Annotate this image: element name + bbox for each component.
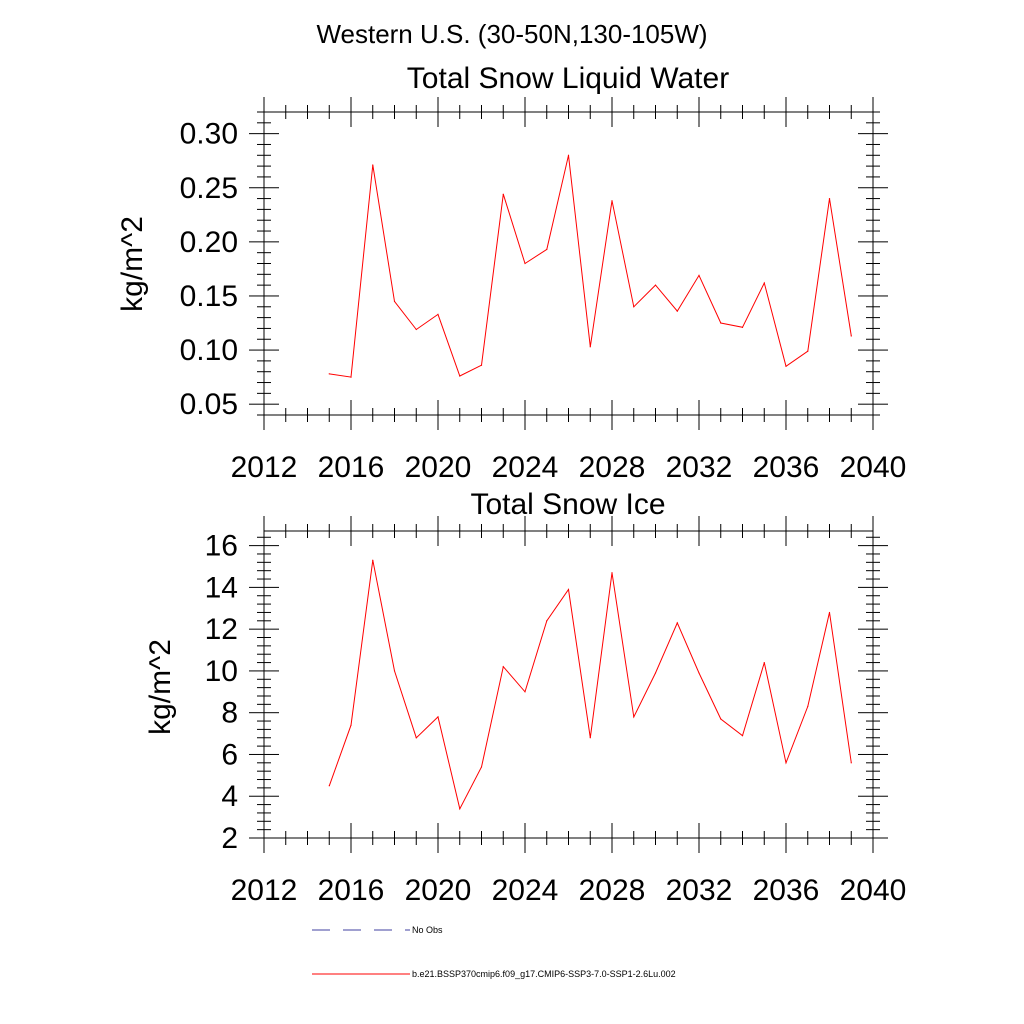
chart-title: Total Snow Ice [470, 488, 665, 521]
x-tick-label: 2012 [231, 874, 298, 907]
y-tick-label: 14 [205, 571, 238, 604]
y-tick-label: 0.05 [180, 388, 238, 421]
data-point [720, 718, 722, 720]
y-tick-label: 0.15 [180, 280, 238, 313]
data-point [807, 350, 809, 352]
data-point [633, 306, 635, 308]
chart-title: Total Snow Liquid Water [407, 62, 729, 95]
x-tick-label: 2040 [840, 874, 907, 907]
chart-liquid-water: Total Snow Liquid Water kg/m^2 2012 2016 2… [116, 62, 906, 484]
data-point [850, 762, 852, 764]
data-point [676, 310, 678, 312]
x-tick-label: 2036 [753, 874, 820, 907]
data-point [393, 670, 396, 672]
x-tick-label: 2032 [666, 451, 733, 484]
data-point [546, 620, 548, 622]
data-point [698, 274, 700, 277]
data-point [524, 262, 526, 265]
x-tick-label: 2020 [405, 451, 472, 484]
y-tick-label: 16 [205, 530, 238, 563]
y-tick-label: 10 [205, 655, 238, 688]
x-tick-label: 2028 [579, 874, 646, 907]
y-tick-label: 0.10 [180, 334, 238, 367]
data-point [589, 737, 591, 739]
y-tick-label: 8 [221, 697, 238, 730]
data-point [502, 666, 504, 668]
data-point [502, 193, 504, 195]
data-point [328, 785, 330, 787]
data-point [567, 154, 570, 156]
data-point [480, 364, 483, 366]
data-point [850, 335, 852, 337]
data-point [611, 572, 613, 574]
data-point [437, 716, 439, 718]
y-tick-label: 0.20 [180, 226, 238, 259]
x-tick-label: 2012 [231, 451, 298, 484]
x-tick-label: 2024 [492, 874, 559, 907]
x-tick-label: 2040 [840, 451, 907, 484]
data-point [480, 766, 483, 768]
data-point [633, 716, 635, 718]
y-tick-label: 0.30 [180, 118, 238, 151]
data-point [415, 737, 417, 739]
y-tick-label: 12 [205, 613, 238, 646]
legend: No Obs b.e21.BSSP370cmip6.f09_g17.CMIP6-… [312, 925, 676, 979]
chart-snow-ice: Total Snow Ice kg/m^2 2012 2016 2020 2024 20… [144, 488, 906, 907]
data-point [459, 375, 461, 377]
data-point [676, 622, 678, 624]
data-point [415, 328, 417, 331]
data-point [589, 346, 591, 348]
x-tick-label: 2016 [318, 451, 385, 484]
x-tick-label: 2032 [666, 874, 733, 907]
data-point [372, 164, 374, 166]
x-tick-label: 2024 [492, 451, 559, 484]
y-tick-label: 0.25 [180, 172, 238, 205]
data-point [350, 724, 352, 726]
y-axis-label: kg/m^2 [144, 639, 177, 735]
y-tick-label: 2 [221, 822, 238, 855]
data-point [350, 376, 352, 378]
data-point [654, 672, 657, 674]
data-point [459, 808, 461, 810]
data-point [785, 365, 787, 367]
data-point [741, 326, 744, 328]
y-tick-label: 6 [221, 738, 238, 771]
data-point [828, 611, 831, 614]
y-axis-label: kg/m^2 [116, 216, 149, 312]
data-point [654, 284, 657, 286]
data-point [437, 313, 439, 315]
data-point [546, 248, 548, 251]
data-point [372, 559, 374, 561]
x-tick-label: 2016 [318, 874, 385, 907]
data-point [567, 588, 570, 591]
data-point [763, 282, 765, 284]
x-tick-label: 2036 [753, 451, 820, 484]
y-tick-label: 4 [221, 780, 238, 813]
data-point [720, 322, 722, 324]
plot-frame [263, 530, 874, 839]
data-point [828, 197, 831, 200]
series-line [329, 155, 852, 378]
data-point [807, 705, 809, 708]
x-tick-label: 2020 [405, 874, 472, 907]
data-point [698, 672, 700, 674]
data-point [328, 373, 330, 375]
data-point [393, 300, 396, 302]
data-point [741, 735, 744, 737]
legend-label-no-obs: No Obs [412, 925, 443, 935]
data-point [785, 762, 787, 764]
x-tick-label: 2028 [579, 451, 646, 484]
page-title: Western U.S. (30-50N,130-105W) [316, 19, 707, 49]
data-point [763, 661, 765, 664]
data-point [524, 691, 526, 693]
series-line [328, 560, 852, 811]
data-point [611, 200, 613, 202]
legend-label-model: b.e21.BSSP370cmip6.f09_g17.CMIP6-SSP3-7.… [412, 969, 676, 979]
